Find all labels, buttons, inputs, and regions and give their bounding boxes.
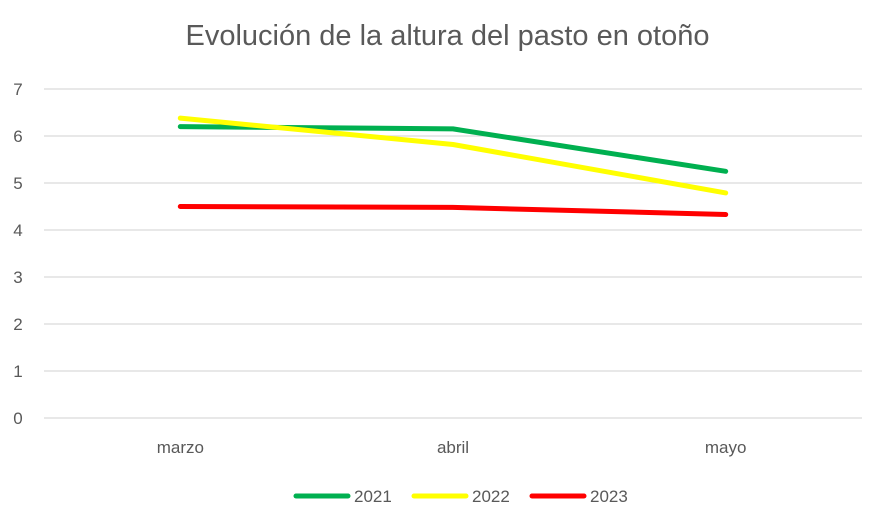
y-axis: 0 1 2 3 4 5 6 7 (13, 80, 22, 428)
legend-label: 2022 (472, 487, 510, 506)
y-tick-label: 3 (13, 268, 22, 287)
series-group (177, 115, 729, 217)
y-tick-label: 4 (13, 221, 22, 240)
x-tick-label: abril (437, 438, 469, 457)
legend-item-2021: 2021 (293, 487, 392, 506)
y-tick-label: 6 (13, 127, 22, 146)
y-tick-label: 7 (13, 80, 22, 99)
x-tick-label: mayo (705, 438, 747, 457)
legend: 2021 2022 2023 (293, 487, 628, 506)
legend-item-2023: 2023 (529, 487, 628, 506)
legend-item-2022: 2022 (411, 487, 510, 506)
gridlines (44, 88, 862, 419)
y-tick-label: 2 (13, 315, 22, 334)
legend-label: 2021 (354, 487, 392, 506)
series-line-2021 (177, 124, 729, 174)
chart-title: Evolución de la altura del pasto en otoñ… (185, 20, 710, 52)
x-tick-label: marzo (157, 438, 204, 457)
legend-label: 2023 (590, 487, 628, 506)
series-line-2023 (177, 204, 729, 217)
y-tick-label: 0 (13, 409, 22, 428)
y-tick-label: 1 (13, 362, 22, 381)
y-tick-label: 5 (13, 174, 22, 193)
x-axis: marzo abril mayo (157, 438, 747, 457)
